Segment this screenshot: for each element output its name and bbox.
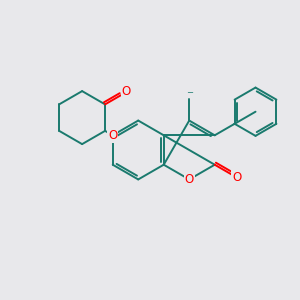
Text: O: O	[232, 171, 242, 184]
Text: O: O	[184, 173, 194, 186]
Text: ─: ─	[187, 88, 192, 97]
Text: O: O	[108, 129, 117, 142]
Text: O: O	[122, 85, 131, 98]
